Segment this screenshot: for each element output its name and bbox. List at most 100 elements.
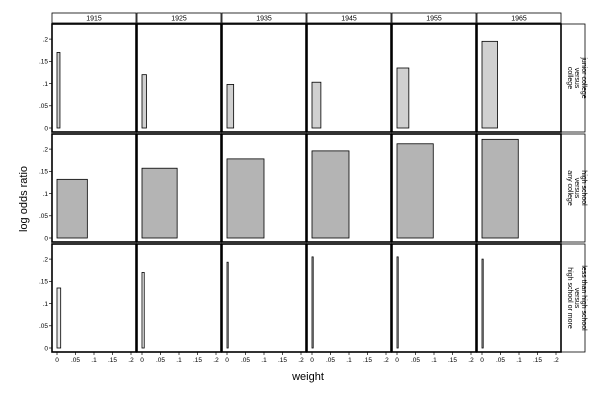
facet-panel	[221, 243, 307, 353]
row-strip-label: any college	[566, 170, 573, 206]
x-tick-label: .1	[431, 357, 437, 364]
bar	[481, 40, 498, 129]
column-strip	[306, 12, 392, 24]
bar	[396, 67, 410, 129]
bar	[141, 167, 178, 239]
x-tick-label: .1	[516, 357, 522, 364]
facet-panel	[221, 23, 307, 133]
bar	[226, 84, 235, 129]
x-tick-label: .15	[278, 357, 287, 364]
column-strip-label: 1935	[256, 16, 272, 23]
y-tick-label: 0	[44, 345, 48, 352]
y-tick-label: .2	[43, 146, 49, 153]
bar	[141, 272, 145, 349]
y-tick-label: .05	[39, 103, 48, 110]
column-strip-label: 1965	[511, 16, 527, 23]
x-tick-label: .05	[411, 357, 420, 364]
facet-panel	[136, 23, 222, 133]
x-tick-label: .15	[193, 357, 202, 364]
bar	[311, 256, 314, 349]
y-tick-label: 0	[44, 125, 48, 132]
facet-panel	[476, 243, 562, 353]
row-strip-label: junior college	[580, 56, 587, 98]
x-tick-label: .2	[383, 357, 389, 364]
x-tick-label: 0	[395, 357, 399, 364]
x-axis-title: weight	[291, 371, 324, 383]
x-tick-label: .2	[468, 357, 474, 364]
column-strip-label: 1955	[426, 16, 442, 23]
y-tick-label: .1	[43, 301, 49, 308]
x-tick-label: .2	[298, 357, 304, 364]
x-tick-label: .1	[261, 357, 267, 364]
bar	[311, 150, 350, 239]
x-tick-label: .15	[448, 357, 457, 364]
y-tick-label: .15	[39, 59, 48, 66]
x-tick-label: .15	[108, 357, 117, 364]
facet-panel	[51, 243, 137, 353]
y-tick-label: .15	[39, 169, 48, 176]
facet-panel	[136, 243, 222, 353]
row-strip	[560, 23, 586, 133]
x-tick-label: .15	[533, 357, 542, 364]
bar	[141, 74, 147, 129]
x-tick-label: .1	[176, 357, 182, 364]
column-strip-label: 1925	[171, 16, 187, 23]
facet-panel	[391, 243, 477, 353]
y-tick-label: .2	[43, 36, 49, 43]
column-strip	[51, 12, 137, 24]
column-strip-label: 1945	[341, 16, 357, 23]
x-tick-label: .05	[326, 357, 335, 364]
bar	[396, 143, 434, 239]
bar	[481, 138, 519, 239]
x-tick-label: 0	[140, 357, 144, 364]
y-tick-label: .1	[43, 191, 49, 198]
column-strip	[476, 12, 562, 24]
bar	[56, 287, 62, 349]
bar	[56, 52, 61, 129]
x-tick-label: .1	[91, 357, 97, 364]
x-tick-label: 0	[480, 357, 484, 364]
x-tick-label: 0	[225, 357, 229, 364]
column-strip-label: 1915	[86, 16, 102, 23]
column-strip	[136, 12, 222, 24]
bar	[396, 256, 399, 349]
row-strip	[560, 133, 586, 243]
row-strip-label: less than high school	[580, 265, 587, 331]
facet-panel	[306, 243, 392, 353]
x-tick-label: .2	[553, 357, 559, 364]
x-tick-label: 0	[310, 357, 314, 364]
bar	[226, 158, 265, 239]
x-tick-label: .05	[241, 357, 250, 364]
y-tick-label: .2	[43, 256, 49, 263]
y-tick-label: .15	[39, 279, 48, 286]
bar	[56, 178, 88, 239]
column-strip	[391, 12, 477, 24]
row-strip-label: versus	[573, 68, 580, 89]
bar	[226, 261, 229, 349]
x-tick-label: .2	[128, 357, 134, 364]
y-tick-label: .1	[43, 81, 49, 88]
bar	[311, 81, 322, 129]
x-tick-label: .15	[363, 357, 372, 364]
facet-panel	[51, 23, 137, 133]
row-strip-label: versus	[573, 178, 580, 199]
x-tick-label: 0	[55, 357, 59, 364]
row-strip-label: high school	[580, 170, 587, 206]
x-tick-label: .05	[496, 357, 505, 364]
y-tick-label: 0	[44, 235, 48, 242]
y-tick-label: .05	[39, 323, 48, 330]
row-strip-label: high school or more	[566, 267, 573, 329]
bar	[481, 258, 484, 349]
y-tick-label: .05	[39, 213, 48, 220]
x-tick-label: .05	[71, 357, 80, 364]
x-tick-label: .05	[156, 357, 165, 364]
x-tick-label: .2	[213, 357, 219, 364]
row-strip	[560, 243, 586, 353]
y-axis-title: log odds ratio	[18, 166, 30, 232]
column-strip	[221, 12, 307, 24]
row-strip-label: college	[566, 67, 573, 89]
row-strip-label: versus	[573, 288, 580, 309]
x-tick-label: .1	[346, 357, 352, 364]
